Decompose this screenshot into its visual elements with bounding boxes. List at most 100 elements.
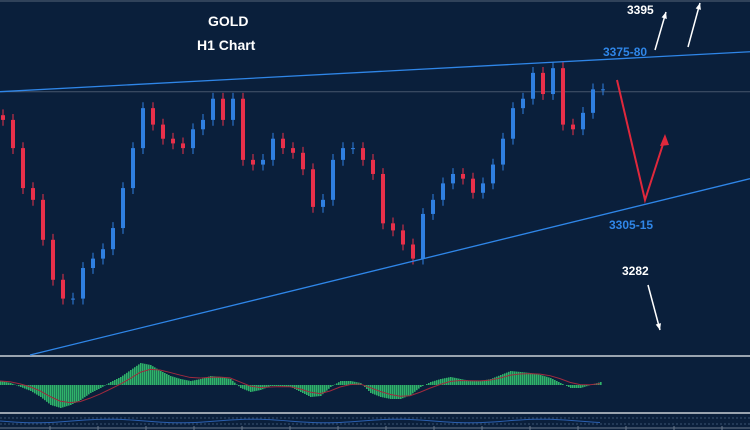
bull-candle <box>201 119 205 130</box>
macd-histogram-bar <box>220 377 222 385</box>
macd-histogram-bar <box>388 385 390 399</box>
macd-histogram-bar <box>314 385 316 397</box>
macd-histogram-bar <box>490 379 492 385</box>
macd-histogram-bar <box>494 377 496 385</box>
macd-histogram-bar <box>524 372 526 385</box>
macd-histogram-bar <box>316 385 318 397</box>
indicator-line <box>0 418 601 424</box>
macd-histogram-bar <box>104 385 106 386</box>
macd-histogram-bar <box>196 379 198 385</box>
macd-histogram-bar <box>578 385 580 388</box>
bull-candle <box>491 164 495 184</box>
macd-histogram-bar <box>116 379 118 385</box>
macd-histogram-bar <box>60 385 62 408</box>
macd-histogram-bar <box>546 376 548 385</box>
macd-histogram-bar <box>572 385 574 388</box>
macd-histogram-bar <box>318 385 320 397</box>
macd-histogram-bar <box>24 385 26 389</box>
macd-histogram-bar <box>130 370 132 385</box>
macd-histogram-bar <box>162 372 164 385</box>
macd-histogram-bar <box>308 385 310 396</box>
macd-histogram-bar <box>372 385 374 394</box>
macd-histogram-bar <box>62 385 64 408</box>
macd-histogram-bar <box>82 385 84 399</box>
bear-candle <box>411 244 415 259</box>
bear-candle <box>181 143 185 149</box>
macd-histogram-bar <box>502 374 504 385</box>
bear-candle <box>461 173 465 179</box>
bear-candle <box>171 138 175 144</box>
bull-candle <box>191 129 195 149</box>
macd-histogram-bar <box>346 381 348 385</box>
macd-histogram-bar <box>400 385 402 399</box>
macd-histogram-bar <box>242 385 244 389</box>
macd-histogram-bar <box>198 379 200 385</box>
macd-histogram-bar <box>246 385 248 391</box>
macd-histogram-bar <box>304 385 306 394</box>
macd-histogram-bar <box>340 381 342 385</box>
macd-histogram-bar <box>142 363 144 385</box>
macd-histogram-bar <box>430 382 432 385</box>
macd-histogram-bar <box>510 371 512 385</box>
macd-histogram-bar <box>284 385 286 387</box>
macd-histogram-bar <box>446 377 448 385</box>
macd-histogram-bar <box>72 385 74 404</box>
bear-candle <box>31 188 35 200</box>
macd-histogram-bar <box>584 385 586 387</box>
macd-histogram-bar <box>74 385 76 403</box>
macd-histogram-bar <box>156 368 158 385</box>
macd-signal-line <box>0 368 601 404</box>
macd-histogram-bar <box>350 381 352 385</box>
bear-candle <box>281 138 285 149</box>
level-label-3282: 3282 <box>622 264 649 278</box>
macd-histogram-bar <box>390 385 392 399</box>
macd-histogram-bar <box>512 371 514 385</box>
macd-histogram-bar <box>464 379 466 385</box>
macd-histogram-bar <box>312 385 314 397</box>
macd-histogram-bar <box>4 381 6 385</box>
macd-histogram-bar <box>410 385 412 395</box>
red-projection-path <box>616 79 666 204</box>
macd-histogram-bar <box>166 374 168 385</box>
macd-histogram-bar <box>32 385 34 393</box>
macd-histogram-bar <box>108 383 110 385</box>
macd-histogram-bar <box>518 371 520 385</box>
macd-histogram-bar <box>496 376 498 385</box>
macd-histogram-bar <box>140 363 142 385</box>
macd-histogram-bar <box>516 371 518 385</box>
macd-histogram-bar <box>206 377 208 385</box>
lower-trendline <box>29 178 750 356</box>
macd-histogram-bar <box>534 373 536 385</box>
macd-histogram-bar <box>76 385 78 402</box>
macd-histogram-bar <box>268 385 270 387</box>
white-up-arrow-head-icon <box>661 12 667 19</box>
macd-histogram-bar <box>232 380 234 385</box>
macd-histogram-bar <box>256 385 258 391</box>
macd-histogram-bar <box>438 379 440 385</box>
bear-candle <box>291 148 295 153</box>
bull-candle <box>101 249 105 259</box>
white-up-arrow-head-icon <box>695 3 701 10</box>
macd-histogram-bar <box>222 377 224 385</box>
macd-histogram-bar <box>136 365 138 385</box>
chart-title: GOLD <box>208 13 249 29</box>
macd-histogram-bar <box>54 385 56 407</box>
macd-histogram-bar <box>482 380 484 385</box>
bull-candle <box>531 72 535 99</box>
macd-histogram-bar <box>352 381 354 385</box>
macd-histogram-bar <box>90 385 92 393</box>
macd-histogram-bar <box>226 378 228 385</box>
macd-histogram-bar <box>254 385 256 392</box>
macd-histogram-bar <box>214 376 216 385</box>
macd-histogram-bar <box>356 382 358 385</box>
macd-histogram-bar <box>562 384 564 385</box>
macd-histogram-bar <box>506 372 508 385</box>
bull-candle <box>111 228 115 250</box>
macd-histogram-bar <box>538 374 540 385</box>
macd-histogram-bar <box>444 378 446 385</box>
macd-histogram-bar <box>416 385 418 391</box>
macd-histogram-bar <box>422 385 424 386</box>
macd-histogram-bar <box>176 377 178 385</box>
macd-histogram-bar <box>394 385 396 399</box>
